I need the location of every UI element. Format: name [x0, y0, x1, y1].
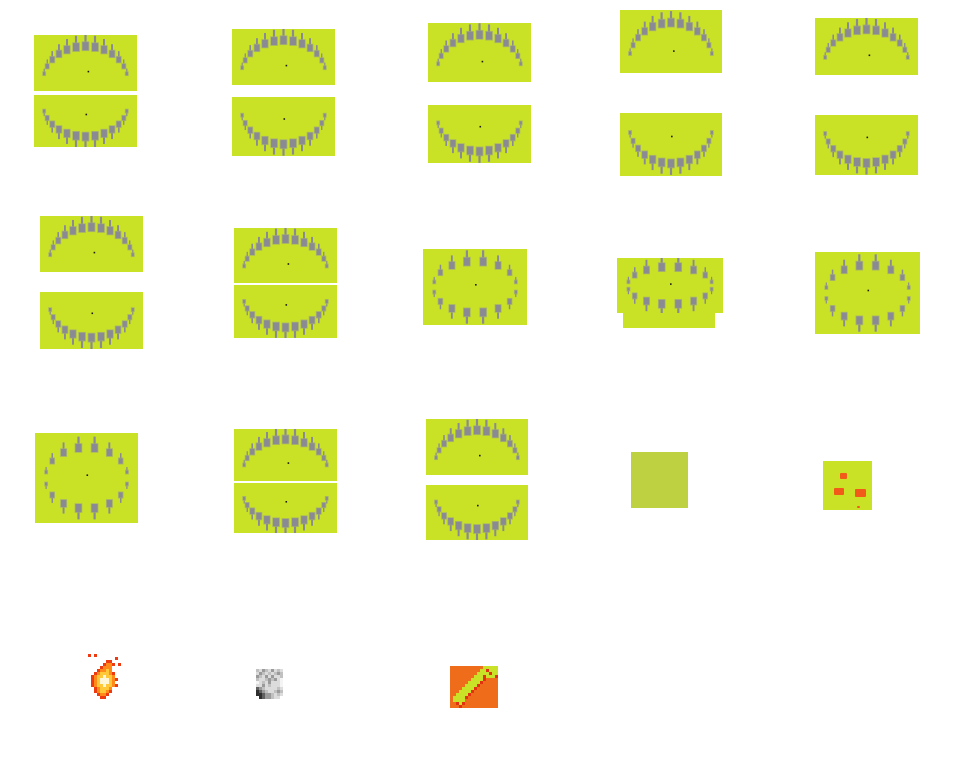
upper-arch-scan[interactable]: [234, 228, 337, 283]
lower-arch-scan[interactable]: [234, 285, 337, 338]
dental-arch-drawing: [434, 499, 520, 540]
fireball-sprite[interactable]: [88, 654, 121, 699]
dental-arch-drawing: [242, 429, 329, 468]
diagonal-split-tile[interactable]: [450, 666, 498, 708]
dental-arch-drawing: [434, 419, 520, 461]
dental-arch-drawing: [436, 23, 523, 67]
lower-arch-scan[interactable]: [426, 485, 528, 540]
orange-spot: [834, 488, 844, 495]
full-arch-scan[interactable]: [35, 433, 138, 523]
dental-arch-drawing: [628, 11, 714, 56]
orange-spot: [857, 506, 860, 508]
full-arch-scan[interactable]: [423, 249, 527, 325]
dental-arch-drawing: [242, 228, 329, 269]
dental-arch-drawing: [48, 307, 135, 349]
dental-arch-drawing: [42, 108, 129, 147]
dental-arch-drawing: [823, 131, 910, 175]
blank-green-tile[interactable]: [631, 452, 688, 508]
upper-arch-scan[interactable]: [40, 216, 143, 272]
spotted-green-tile[interactable]: [823, 461, 872, 510]
dental-arch-drawing: [242, 495, 329, 533]
lower-arch-scan[interactable]: [234, 483, 337, 533]
dental-arch-drawing: [48, 216, 135, 258]
upper-arch-scan[interactable]: [232, 29, 335, 85]
dental-arch-drawing: [823, 18, 910, 60]
orange-spot: [855, 489, 866, 497]
lower-arch-scan[interactable]: [40, 292, 143, 349]
full-arch-scan[interactable]: [617, 258, 723, 313]
lower-arch-scan[interactable]: [34, 95, 137, 147]
dental-arch-drawing: [824, 254, 911, 332]
dental-arch-drawing: [626, 258, 714, 313]
lower-arch-scan[interactable]: [620, 113, 722, 176]
grayscale-photo-thumbnail[interactable]: [256, 669, 283, 699]
dental-arch-drawing: [44, 436, 129, 520]
upper-arch-scan[interactable]: [620, 10, 722, 73]
dental-arch-drawing: [242, 298, 329, 338]
dental-arch-drawing: [240, 29, 327, 71]
dental-arch-drawing: [436, 120, 523, 163]
dental-arch-drawing: [42, 35, 129, 77]
full-arch-scan[interactable]: [815, 252, 920, 334]
upper-arch-scan[interactable]: [428, 23, 531, 82]
lower-arch-scan[interactable]: [815, 115, 918, 175]
upper-arch-scan[interactable]: [815, 18, 918, 75]
edge-strip-tile[interactable]: [623, 313, 715, 328]
dental-arch-drawing: [432, 250, 518, 324]
upper-arch-scan[interactable]: [426, 419, 528, 475]
upper-arch-scan[interactable]: [34, 35, 137, 91]
dental-arch-drawing: [628, 130, 714, 175]
lower-arch-scan[interactable]: [232, 97, 335, 156]
upper-arch-scan[interactable]: [234, 429, 337, 481]
dental-arch-drawing: [240, 112, 327, 156]
lower-arch-scan[interactable]: [428, 105, 531, 163]
orange-spot: [840, 473, 847, 479]
